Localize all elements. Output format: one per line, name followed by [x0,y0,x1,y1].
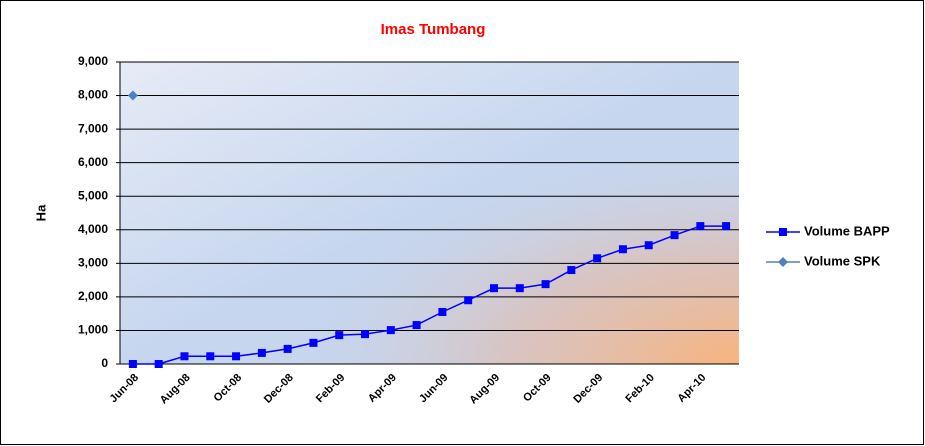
series-marker [722,222,731,231]
series-marker [515,284,524,293]
legend-marker [779,228,787,236]
legend-label: Volume BAPP [804,223,890,238]
series-marker [309,338,318,347]
series-marker [644,241,653,250]
series-line [132,225,727,365]
y-tick-label: 0 [101,356,108,370]
series-marker [489,284,498,293]
series-marker [335,331,344,340]
series-marker [618,245,627,254]
series-marker [464,296,473,305]
series-marker [154,360,163,368]
legend-marker [778,257,788,267]
plot-glow [120,62,739,364]
y-tick-label: 2,000 [78,289,108,303]
series-marker [386,326,395,335]
series-marker [180,352,189,361]
series-marker [567,266,576,275]
series-marker [670,231,679,240]
y-tick-label: 1,000 [78,323,108,337]
y-tick-label: 5,000 [78,188,108,202]
y-tick-label: 7,000 [78,121,108,135]
y-tick-label: 3,000 [78,256,108,270]
series-marker [206,352,215,361]
y-tick-label: 8,000 [78,88,108,102]
y-tick-label: 4,000 [78,222,108,236]
series-marker [127,90,138,101]
chart-title: Imas Tumbang [381,21,486,38]
y-tick-label: 6,000 [78,155,108,169]
series-marker [232,352,241,361]
series-marker [283,344,292,353]
y-axis-label: Ha [33,204,48,221]
series-marker [593,254,602,263]
series-marker [361,330,370,339]
legend-label: Volume SPK [804,253,881,268]
series-marker [412,321,421,330]
series-marker [257,348,266,357]
y-tick-label: 9,000 [78,54,108,68]
series-marker [696,222,705,231]
series-marker [128,360,137,368]
series-marker [438,307,447,316]
series-marker [541,280,550,289]
